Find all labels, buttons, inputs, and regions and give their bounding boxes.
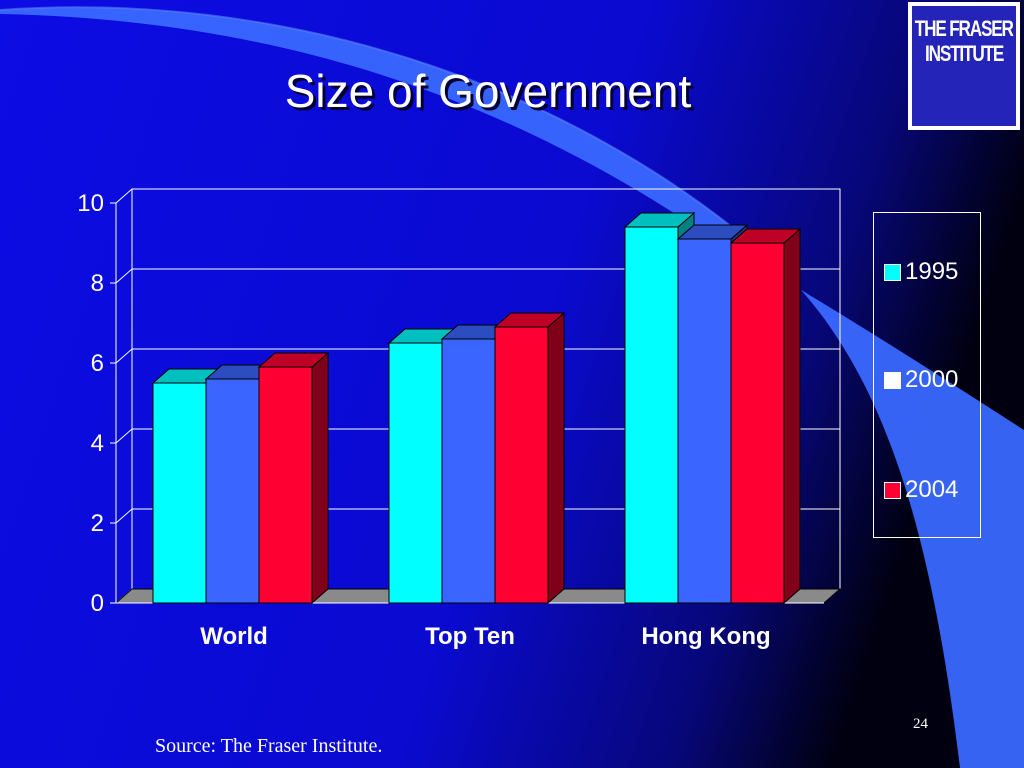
source-note: Source: The Fraser Institute.: [155, 735, 383, 757]
legend-label-1995: 1995: [905, 258, 959, 285]
legend-swatch-1995: [884, 263, 901, 281]
bar-side: [783, 227, 801, 605]
legend-entry-1995: 1995: [884, 258, 958, 286]
bar-front: [677, 238, 732, 604]
bar-front: [730, 242, 785, 604]
legend-entry-2000: 2000: [884, 366, 958, 394]
bar-top-ten-2004: [493, 311, 566, 605]
bar-side: [547, 311, 565, 605]
legend-swatch-2000: [884, 371, 901, 389]
slide-title: Size of Government: [284, 65, 692, 117]
gridline-diagonal: [115, 348, 133, 364]
slide-number: 24: [913, 716, 928, 732]
chart-legend: 1995 2000 2004: [873, 212, 981, 538]
bar-front: [388, 342, 443, 604]
fraser-institute-logo: THE FRASER INSTITUTE: [908, 2, 1020, 130]
y-tick-label: 2: [91, 510, 104, 537]
legend-label-2000: 2000: [905, 366, 959, 393]
gridline-diagonal: [115, 188, 133, 204]
x-label-top-ten: Top Ten: [425, 623, 515, 650]
y-tick-label: 10: [77, 190, 104, 217]
bar-front: [205, 378, 260, 604]
bar-front: [152, 382, 207, 604]
bar-front: [258, 366, 313, 604]
y-tick-label: 6: [91, 350, 104, 377]
y-tick-label: 4: [91, 430, 104, 457]
gridline-diagonal: [115, 268, 133, 284]
legend-label-2004: 2004: [905, 476, 959, 503]
gridline-diagonal: [115, 428, 133, 444]
bar-hong-kong-2004: [729, 227, 802, 605]
bar-world-2004: [257, 351, 330, 605]
y-tick-label: 8: [91, 270, 104, 297]
gridline-diagonal: [115, 508, 133, 524]
chart-bars: [151, 211, 802, 605]
y-tick-label: 0: [91, 590, 104, 617]
logo-line-1: THE FRASER: [915, 16, 1014, 41]
bar-front: [494, 326, 549, 604]
legend-entry-2004: 2004: [884, 476, 958, 504]
legend-swatch-2004: [884, 481, 901, 499]
bar-side: [311, 351, 329, 605]
x-axis-labels: World Top Ten Hong Kong: [200, 623, 770, 650]
x-label-hong-kong: Hong Kong: [641, 623, 770, 650]
bar-front: [441, 338, 496, 604]
bar-front: [624, 226, 679, 604]
logo-line-2: INSTITUTE: [924, 41, 1004, 66]
x-label-world: World: [200, 623, 268, 650]
